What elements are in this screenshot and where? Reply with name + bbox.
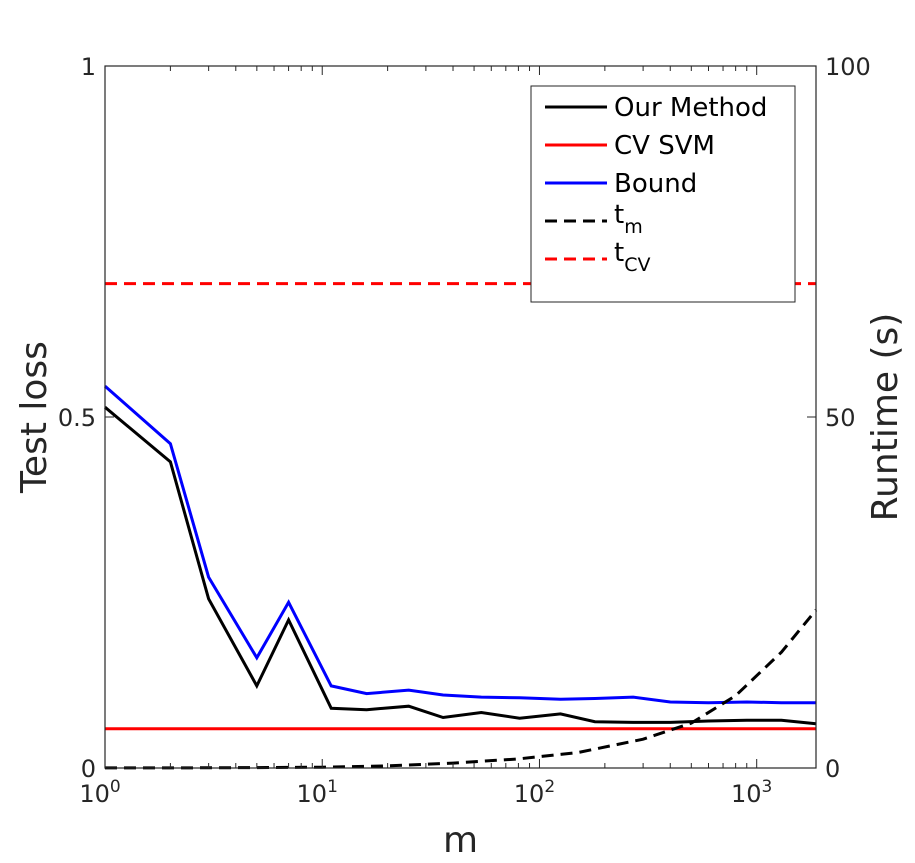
x-tick-label: 102 — [514, 777, 555, 808]
axes-layer: 100 101 102 103 0 0.5 1 0 50 100 — [58, 53, 871, 808]
series-line-our-method — [104, 406, 817, 726]
left-y-tick-label: 0 — [81, 755, 96, 783]
left-y-axis-title: Test loss — [14, 341, 55, 494]
left-y-tick-label: 1 — [81, 53, 96, 81]
legend-label: Our Method — [614, 93, 767, 123]
right-y-tick-label: 50 — [825, 404, 856, 432]
left-y-tick-label: 0.5 — [58, 404, 96, 432]
right-y-tick-label: 100 — [825, 53, 871, 81]
legend-label: Bound — [614, 169, 697, 199]
x-tick-label: 101 — [297, 777, 338, 808]
legend-label: tm — [614, 200, 643, 238]
right-y-axis-title: Runtime (s) — [865, 313, 906, 522]
legend-label: CV SVM — [614, 131, 715, 161]
x-tick-label: 100 — [79, 777, 120, 808]
legend-box — [530, 85, 796, 303]
legend-label: tCV — [614, 238, 650, 276]
x-tick-label: 103 — [731, 777, 772, 808]
right-y-tick-label: 0 — [825, 755, 840, 783]
series-line-bound — [104, 384, 816, 705]
x-axis-title: m — [443, 820, 478, 861]
